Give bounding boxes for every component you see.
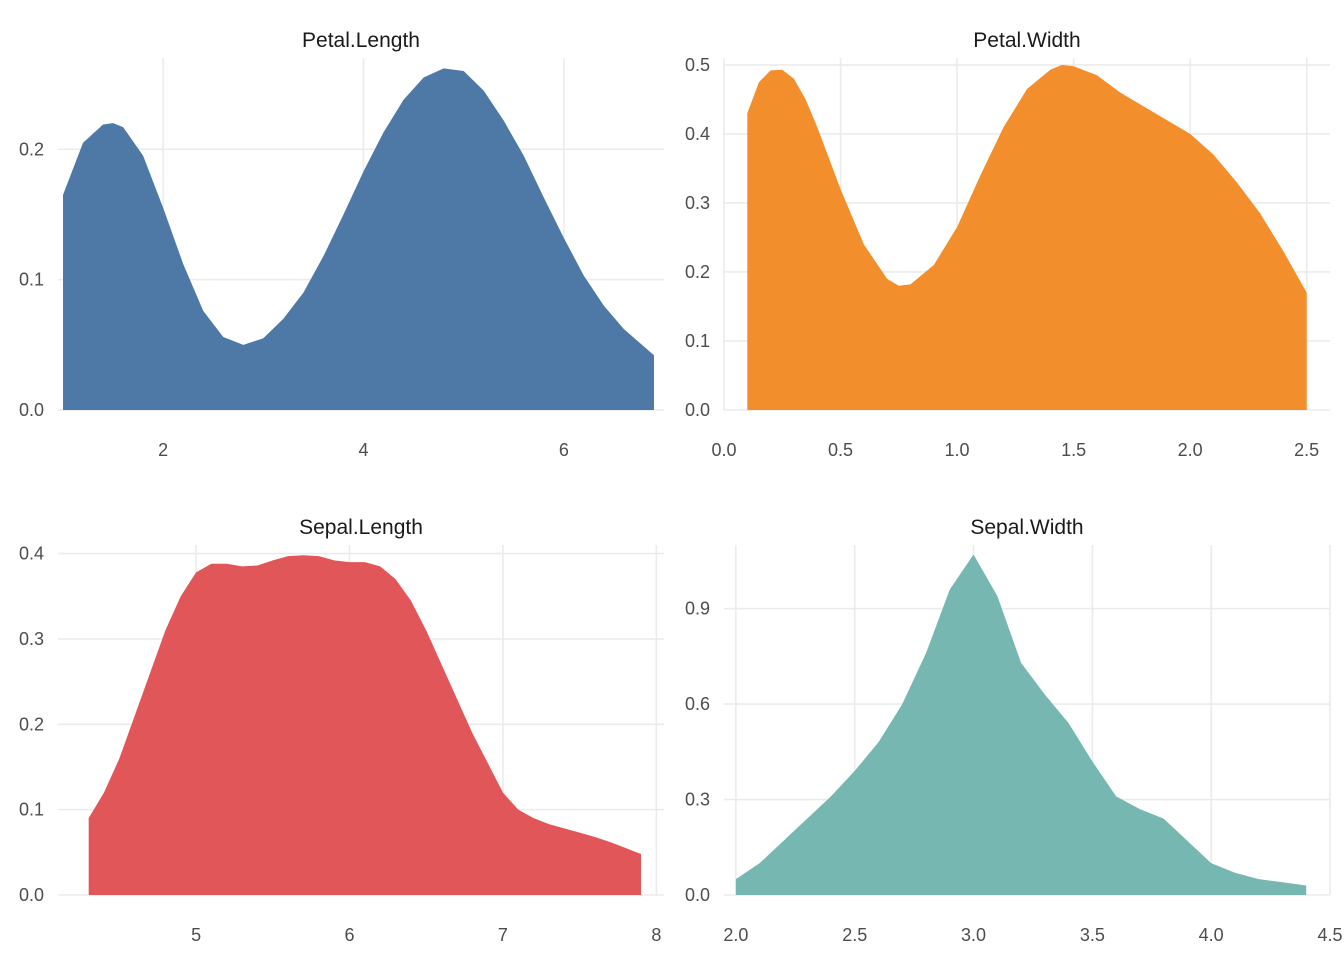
y-tick-label: 0.0 [685, 885, 710, 905]
y-tick-label: 0.4 [19, 544, 44, 564]
y-tick-label: 0.1 [685, 331, 710, 351]
panel-petal-width: 0.0 0.1 0.2 0.3 0.4 0.5 0.0 0.5 1.0 1.5 2.0 2.5 Peta… [685, 29, 1330, 460]
x-tick-label: 2 [158, 440, 168, 460]
density-area [735, 554, 1307, 895]
x-tick-label: 4.0 [1199, 925, 1224, 945]
density-area [63, 68, 654, 410]
x-tick-label: 2.0 [723, 925, 748, 945]
y-tick-label: 0.9 [685, 599, 710, 619]
y-tick-label: 0.2 [19, 714, 44, 734]
y-tick-label: 0.2 [19, 139, 44, 159]
y-tick-label: 0.2 [685, 262, 710, 282]
panel-sepal-width: 0.0 0.3 0.6 0.9 2.0 2.5 3.0 3.5 4.0 4.5 Sepal.Widt… [685, 516, 1343, 945]
y-tick-label: 0.0 [685, 400, 710, 420]
panel-title: Petal.Length [302, 29, 420, 52]
x-tick-label: 4.5 [1317, 925, 1342, 945]
x-tick-label: 5 [191, 925, 201, 945]
panel-petal-length: 0.0 0.1 0.2 2 4 6 Petal.Length [19, 29, 664, 460]
y-tick-label: 0.3 [685, 790, 710, 810]
y-tick-label: 0.3 [685, 193, 710, 213]
panel-title: Petal.Width [973, 29, 1080, 52]
y-tick-label: 0.4 [685, 124, 710, 144]
x-tick-label: 3.0 [961, 925, 986, 945]
density-area [747, 64, 1307, 410]
x-tick-label: 3.5 [1080, 925, 1105, 945]
x-tick-label: 6 [344, 925, 354, 945]
x-tick-label: 7 [498, 925, 508, 945]
x-tick-label: 4 [358, 440, 368, 460]
x-tick-label: 2.5 [1294, 440, 1319, 460]
panel-title: Sepal.Length [299, 516, 423, 539]
x-tick-label: 2.5 [842, 925, 867, 945]
y-tick-label: 0.5 [685, 55, 710, 75]
density-area [88, 555, 641, 895]
panel-sepal-length: 0.0 0.1 0.2 0.3 0.4 5 6 7 8 Sepal.Length [19, 516, 664, 945]
y-tick-label: 0.0 [19, 400, 44, 420]
x-tick-label: 0.5 [828, 440, 853, 460]
panel-title: Sepal.Width [970, 516, 1083, 539]
y-tick-label: 0.6 [685, 694, 710, 714]
x-tick-label: 1.5 [1061, 440, 1086, 460]
x-tick-label: 6 [559, 440, 569, 460]
y-tick-label: 0.1 [19, 270, 44, 290]
y-tick-label: 0.3 [19, 629, 44, 649]
x-tick-label: 2.0 [1178, 440, 1203, 460]
x-tick-label: 1.0 [945, 440, 970, 460]
x-tick-label: 8 [651, 925, 661, 945]
y-tick-label: 0.0 [19, 885, 44, 905]
y-tick-label: 0.1 [19, 800, 44, 820]
x-tick-label: 0.0 [711, 440, 736, 460]
